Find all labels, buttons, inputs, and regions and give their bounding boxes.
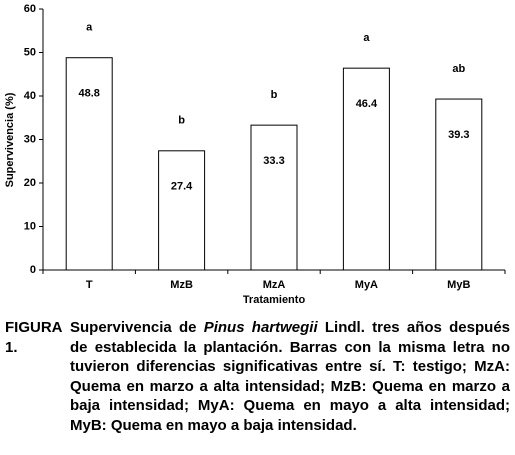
value-label: 46.4 (356, 98, 378, 110)
bar (342, 67, 390, 271)
x-tick-label: MzB (170, 279, 193, 291)
bar (65, 57, 113, 271)
y-tick-label: 60 (24, 3, 36, 15)
significance-letter: b (178, 115, 185, 127)
bar (158, 150, 206, 271)
significance-letter: ab (452, 63, 465, 75)
significance-letter: b (271, 89, 278, 101)
caption-text: Supervivencia de (70, 319, 204, 336)
x-tick-label: MyB (447, 279, 470, 291)
caption: FIGURA 1. Supervivencia de Pinus hartweg… (5, 318, 510, 435)
x-tick-label: MzA (263, 279, 286, 291)
y-tick-label: 50 (24, 46, 36, 58)
x-axis-title: Tratamiento (243, 294, 306, 306)
x-tick-label: T (86, 279, 93, 291)
y-tick-label: 30 (24, 133, 36, 145)
y-tick-label: 0 (30, 264, 36, 276)
caption-text: Lindl. tres años después de establecida … (70, 319, 511, 434)
value-label: 33.3 (263, 155, 284, 167)
bar (250, 124, 298, 271)
chart: Supervivencia (%) Tratamiento 0 10 20 30 40 5… (4, 3, 506, 306)
species-name: Pinus hartwegii (203, 319, 318, 336)
y-tick-label: 40 (24, 90, 36, 102)
x-tick-label: MyA (355, 279, 378, 291)
y-axis-title: Supervivencia (%) (4, 92, 16, 187)
caption-body: Supervivencia de Pinus hartwegii Lindl. … (70, 318, 510, 435)
y-tick-label: 20 (24, 177, 36, 189)
caption-label: FIGURA 1. (5, 319, 62, 356)
value-label: 27.4 (171, 181, 193, 193)
value-label: 39.3 (448, 129, 469, 141)
bar (435, 98, 483, 271)
value-label: 48.8 (78, 88, 99, 100)
significance-letter: a (363, 32, 370, 44)
y-tick-label: 10 (24, 220, 36, 232)
significance-letter: a (86, 22, 93, 34)
